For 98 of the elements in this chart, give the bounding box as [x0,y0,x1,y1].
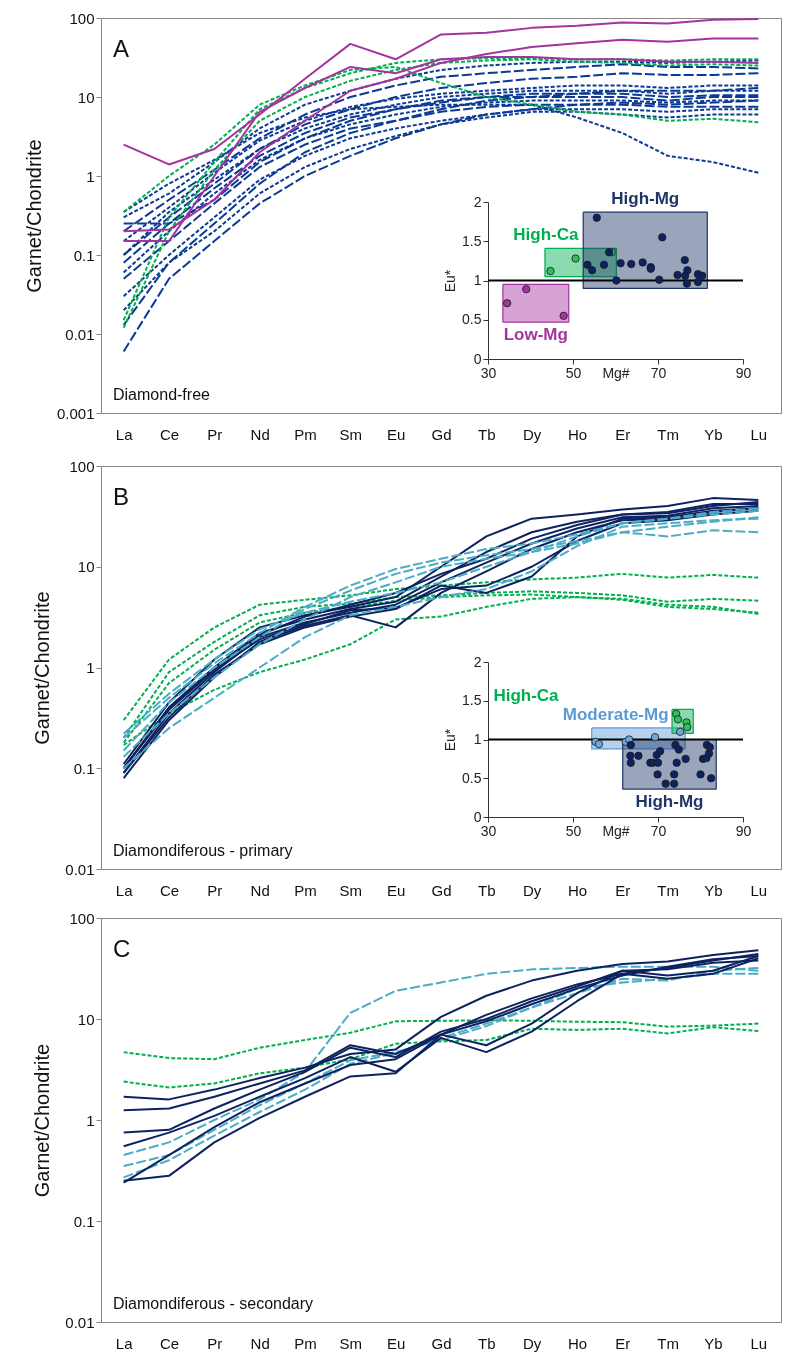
x-tick-label: Gd [431,1334,452,1352]
x-tick-label: La [115,425,134,443]
x-tick-label: Pr [207,425,223,443]
x-tick-label: Ho [567,425,588,443]
x-tick-label: 30 [480,364,497,381]
x-tick-label: Ce [159,425,180,443]
x-tick-label: Tb [478,1334,496,1352]
y-tick-label: 10 [77,1010,95,1028]
y-axis-title: Garnet/Chondrite [22,139,45,293]
x-tick-label: Tb [478,425,496,443]
y-tick-label: 1 [86,1111,95,1129]
x-tick-label: Dy [522,881,542,899]
x-tick-label: Ho [567,1334,588,1352]
y-tick-label: 10 [77,88,95,106]
x-tick-label: Lu [750,425,768,443]
x-tick-label: Eu [386,1334,406,1352]
x-tick-label: Dy [522,425,542,443]
x-tick-label: Gd [431,425,452,443]
x-tick-label: Pm [294,425,317,443]
x-tick-label: Tb [478,881,496,899]
series-label: Moderate-Mg [562,704,669,724]
series-label: High-Ca [513,224,579,244]
y-tick-label: 10 [77,558,95,576]
x-tick-label: Pr [207,881,223,899]
x-tick-label: Sm [339,1334,363,1352]
x-tick-label: Ce [159,1334,180,1352]
y-tick-label: 100 [69,9,95,27]
y-tick-label: 0.5 [462,769,482,786]
y-tick-label: 0.1 [73,759,95,777]
x-tick-label: Pm [294,881,317,899]
x-tick-label: Nd [250,1334,270,1352]
x-tick-label: 70 [650,822,667,839]
x-axis-title: Mg# [602,822,630,839]
annotation: C [113,935,131,962]
y-tick-label: 0.1 [73,246,95,264]
y-tick-label: 0.001 [56,404,95,422]
x-tick-label: Gd [431,881,452,899]
x-tick-label: Ce [159,881,180,899]
x-tick-label: 50 [565,822,582,839]
x-tick-label: Pm [294,1334,317,1352]
x-tick-label: 90 [735,822,752,839]
annotation: A [113,35,130,62]
x-tick-label: Yb [704,881,723,899]
annotation: B [113,483,130,510]
x-tick-label: Eu [386,425,406,443]
y-axis-title: Eu* [442,269,459,293]
x-tick-label: La [115,881,134,899]
y-axis-title: Garnet/Chondrite [31,1043,54,1198]
series-label: High-Mg [635,792,704,812]
series-label: Low-Mg [503,325,568,345]
y-tick-label: 1.5 [462,692,482,709]
text: High-Ca [493,685,560,705]
y-tick-label: 0.5 [462,311,482,328]
y-tick-label: 2 [473,193,482,210]
x-tick-label: Lu [750,881,768,899]
y-tick-label: 0.01 [65,1313,95,1331]
x-tick-label: 30 [480,822,497,839]
y-tick-label: 1 [473,272,482,288]
y-tick-label: 2 [473,653,482,670]
x-tick-label: Er [615,1334,631,1352]
x-tick-label: Tm [657,425,679,443]
x-tick-label: Pr [207,1334,223,1352]
x-tick-label: La [115,1334,134,1352]
x-tick-label: Sm [339,425,363,443]
x-tick-label: Tm [657,881,679,899]
y-tick-label: 0 [473,350,482,367]
y-tick-label: 1 [86,659,95,676]
x-tick-label: Yb [704,425,723,443]
x-axis-title: Mg# [602,364,630,381]
x-tick-label: Sm [339,881,363,899]
x-tick-label: Lu [750,1334,768,1352]
y-tick-label: 0.01 [65,860,95,878]
y-tick-label: 0.1 [73,1212,95,1230]
y-tick-label: 100 [69,457,95,475]
x-tick-label: Tm [657,1334,679,1352]
y-tick-label: 1.5 [462,232,482,249]
annotation: Diamondiferous - secondary [113,1295,314,1312]
x-tick-label: 50 [565,364,582,381]
x-tick-label: 90 [735,364,752,381]
x-tick-label: Dy [522,1334,542,1352]
series-label: High-Mg [611,188,680,208]
y-tick-label: 0 [473,808,482,825]
y-tick-label: 1 [86,167,95,185]
x-tick-label: Yb [704,1334,723,1352]
x-tick-label: Er [615,881,631,899]
x-tick-label: Er [615,425,631,443]
x-tick-label: Eu [386,881,406,899]
x-tick-label: Ho [567,881,588,899]
x-tick-label: Nd [250,425,270,443]
y-tick-label: 1 [473,731,482,747]
y-tick-label: 100 [69,909,95,927]
y-tick-label: 0.01 [65,325,95,343]
x-tick-label: 70 [650,364,667,381]
x-tick-label: Nd [250,881,270,899]
annotation: Diamond-free [113,386,211,403]
y-axis-title: Garnet/Chondrite [31,591,54,745]
annotation: Diamondiferous - primary [113,842,293,859]
y-axis-title: Eu* [442,728,459,752]
